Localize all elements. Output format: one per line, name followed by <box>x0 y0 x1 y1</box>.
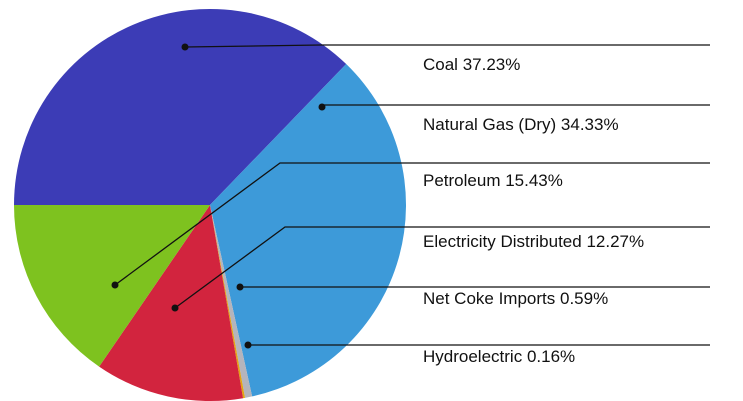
leader-dot <box>181 43 189 51</box>
leader-line <box>114 162 710 286</box>
slice-value: 37.23% <box>463 55 521 74</box>
leader-dot <box>244 341 252 349</box>
slice-name: Petroleum <box>423 171 500 190</box>
pie-slice <box>210 205 245 399</box>
leader-dot <box>171 304 179 312</box>
slice-value: 15.43% <box>505 171 563 190</box>
slice-label: Natural Gas (Dry) 34.33% <box>423 115 619 134</box>
slice-name: Electricity Distributed <box>423 232 582 251</box>
slice-label: Coal 37.23% <box>423 55 520 74</box>
slice-label: Electricity Distributed 12.27% <box>423 232 644 251</box>
pie-slice <box>210 205 253 398</box>
slice-value: 12.27% <box>586 232 644 251</box>
slice-value: 0.16% <box>527 347 575 366</box>
leader-line <box>174 226 710 309</box>
slice-label: Hydroelectric 0.16% <box>423 347 575 366</box>
leader-line <box>321 104 710 107</box>
leader-dot <box>236 283 244 291</box>
slice-name: Net Coke Imports <box>423 289 555 308</box>
slice-label: Net Coke Imports 0.59% <box>423 289 608 308</box>
slice-label: Petroleum 15.43% <box>423 171 563 190</box>
slice-name: Natural Gas (Dry) <box>423 115 556 134</box>
pie-slice <box>14 8 347 205</box>
slice-name: Hydroelectric <box>423 347 523 366</box>
slice-name: Coal <box>423 55 458 74</box>
leader-dot <box>318 103 326 111</box>
leader-dot <box>111 281 119 289</box>
pie-slice <box>210 64 407 397</box>
leader-line <box>184 44 710 48</box>
pie-slice <box>99 205 244 401</box>
slice-value: 0.59% <box>560 289 608 308</box>
slice-value: 34.33% <box>561 115 619 134</box>
